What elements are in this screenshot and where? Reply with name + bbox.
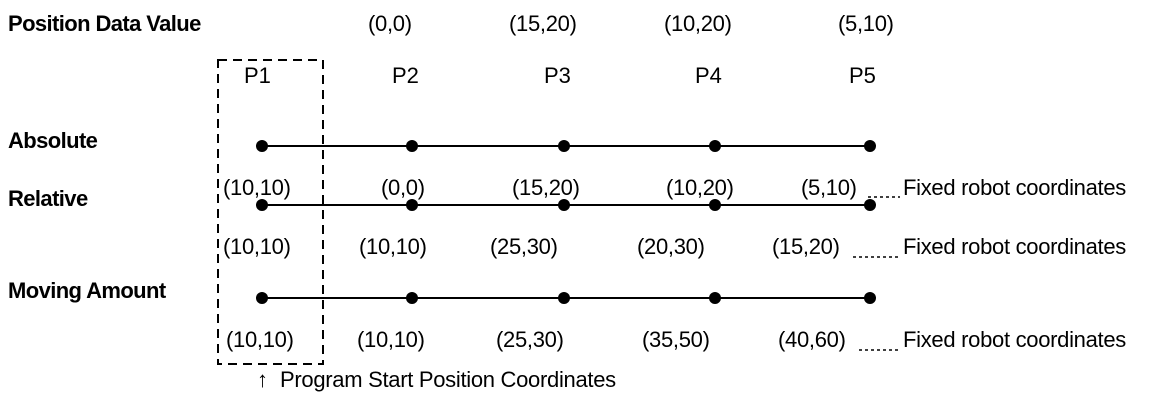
absolute-coord-p3: (15,20)	[512, 175, 580, 200]
relative-point-p2	[406, 199, 418, 211]
absolute-coord-p2: (0,0)	[381, 175, 425, 200]
relative-coord-p3: (25,30)	[490, 234, 558, 259]
moving-amount-point-p1	[256, 292, 268, 304]
header-value-p2: (0,0)	[368, 11, 412, 36]
relative-note: Fixed robot coordinates	[903, 234, 1127, 259]
absolute-note: Fixed robot coordinates	[903, 175, 1127, 200]
relative-point-p3	[558, 199, 570, 211]
absolute-point-p5	[864, 140, 876, 152]
up-arrow-icon: ↑	[257, 367, 268, 392]
relative-point-p4	[709, 199, 721, 211]
row-label-relative: Relative	[8, 186, 88, 211]
point-label-p4: P4	[695, 63, 722, 88]
point-label-p3: P3	[544, 63, 571, 88]
relative-point-p1	[256, 199, 268, 211]
relative-coord-p4: (20,30)	[637, 234, 705, 259]
point-label-p5: P5	[849, 63, 876, 88]
position-data-value-heading: Position Data Value	[8, 11, 201, 36]
relative-point-p5	[864, 199, 876, 211]
header-value-p3: (15,20)	[509, 11, 577, 36]
header-value-p4: (10,20)	[664, 11, 732, 36]
point-label-p2: P2	[392, 63, 419, 88]
relative-coord-p1: (10,10)	[223, 234, 291, 259]
p1-highlight-box	[217, 59, 324, 365]
absolute-coord-p5: (5,10)	[801, 175, 857, 200]
program-start-caption: Program Start Position Coordinates	[280, 367, 616, 392]
moving-amount-coord-p4: (35,50)	[642, 327, 710, 352]
absolute-point-p2	[406, 140, 418, 152]
moving-amount-point-p2	[406, 292, 418, 304]
absolute-point-p4	[709, 140, 721, 152]
absolute-coord-p1: (10,10)	[223, 175, 291, 200]
relative-coord-p5: (15,20)	[772, 234, 840, 259]
relative-coord-p2: (10,10)	[359, 234, 427, 259]
moving-amount-coord-p3: (25,30)	[496, 327, 564, 352]
absolute-point-p1	[256, 140, 268, 152]
row-label-absolute: Absolute	[8, 128, 98, 153]
moving-amount-coord-p1: (10,10)	[226, 327, 294, 352]
moving-amount-point-p3	[558, 292, 570, 304]
moving-amount-point-p4	[709, 292, 721, 304]
absolute-point-p3	[558, 140, 570, 152]
row-label-moving-amount: Moving Amount	[8, 278, 166, 303]
moving-amount-point-p5	[864, 292, 876, 304]
moving-amount-coord-p2: (10,10)	[357, 327, 425, 352]
moving-amount-coord-p5: (40,60)	[778, 327, 846, 352]
absolute-coord-p4: (10,20)	[666, 175, 734, 200]
point-label-p1: P1	[244, 63, 271, 88]
header-value-p5: (5,10)	[838, 11, 894, 36]
moving-amount-note: Fixed robot coordinates	[903, 327, 1127, 352]
